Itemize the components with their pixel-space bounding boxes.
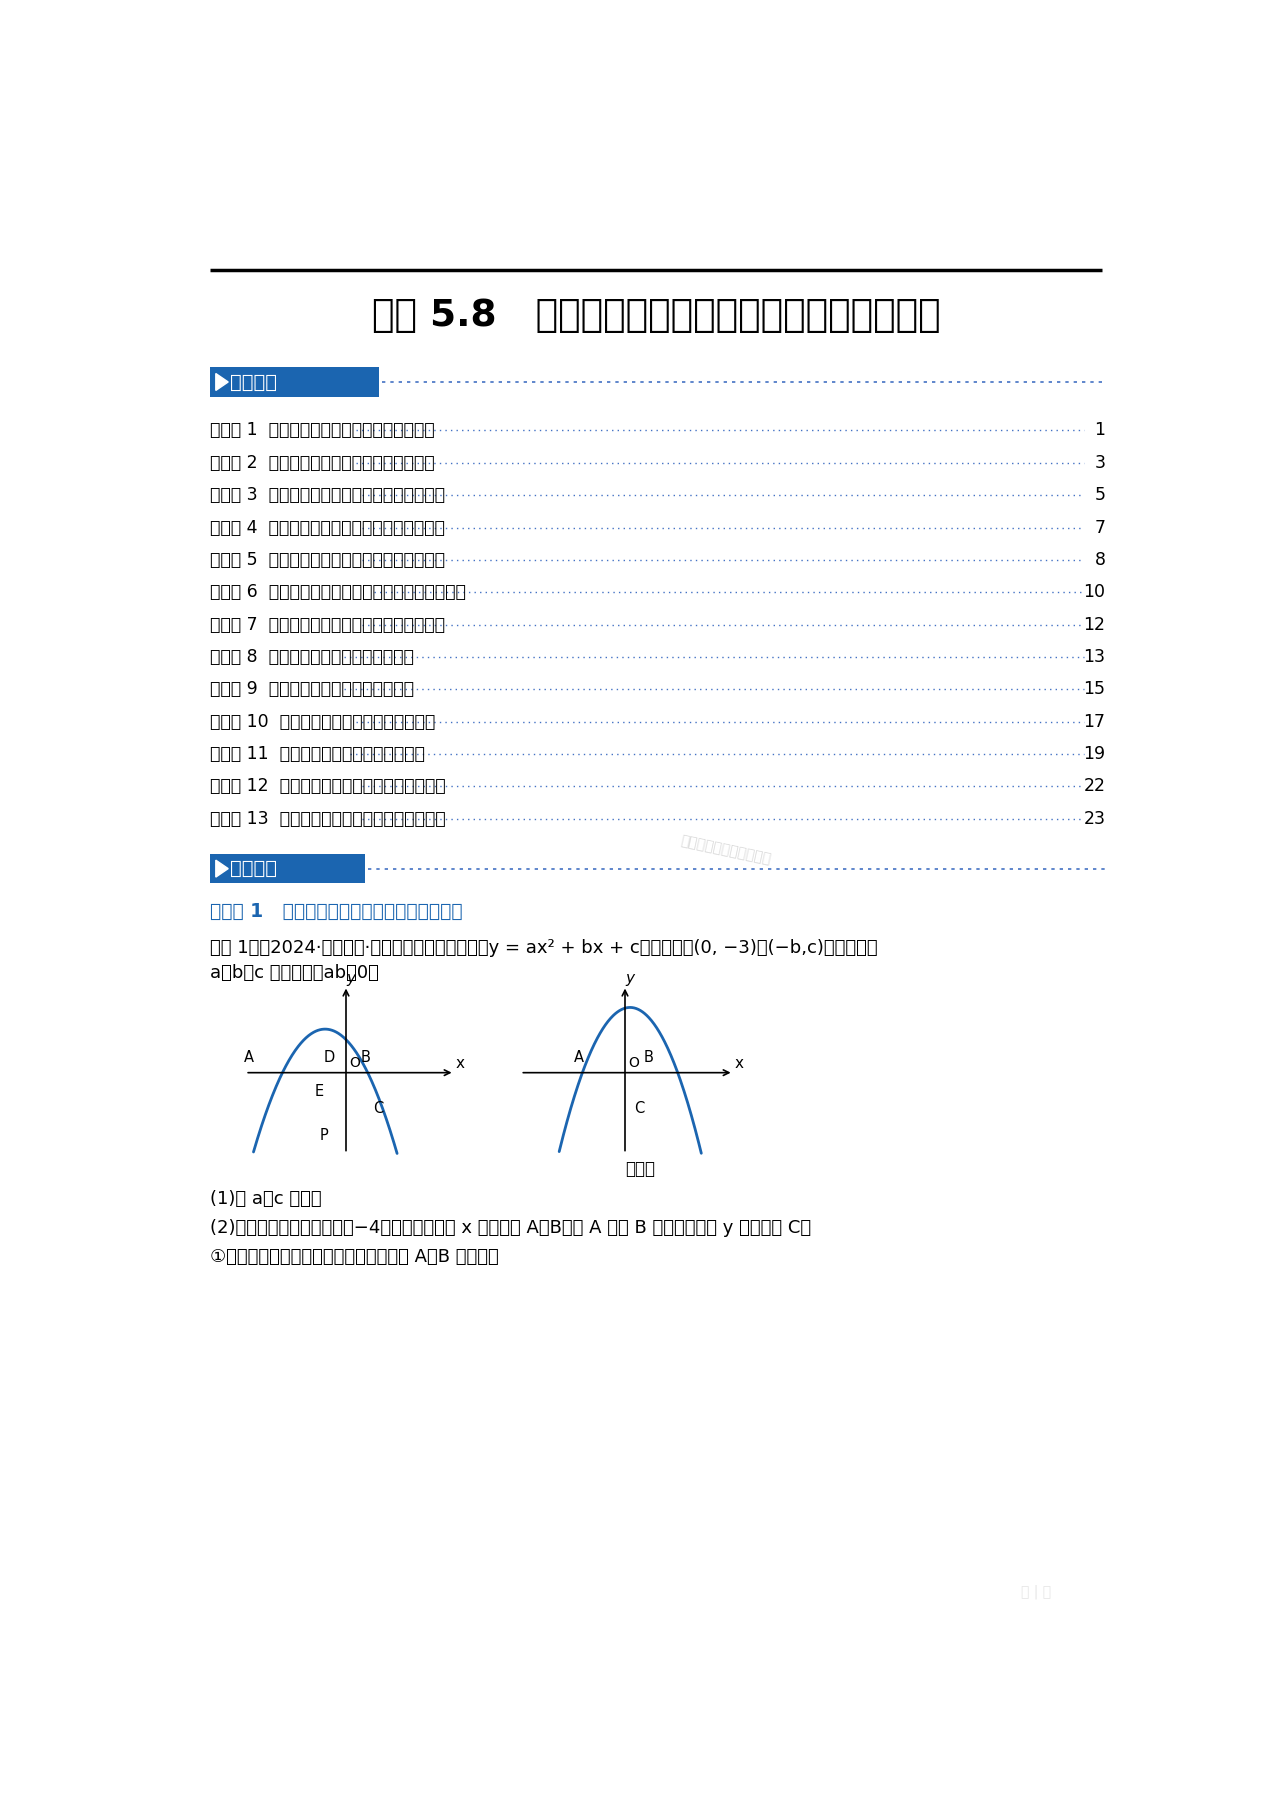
Text: O: O bbox=[349, 1055, 360, 1070]
Text: 【题型 2  二次函数中周长最值的存在性问题】: 【题型 2 二次函数中周长最值的存在性问题】 bbox=[210, 454, 435, 472]
Text: ①求该二次函数的解析式，并直接写出点 A，B 的坐标；: ①求该二次函数的解析式，并直接写出点 A，B 的坐标； bbox=[210, 1249, 499, 1267]
Text: y: y bbox=[625, 970, 634, 986]
Bar bbox=[210, 367, 379, 396]
Text: 13: 13 bbox=[1083, 648, 1106, 666]
Bar bbox=[210, 854, 365, 883]
Text: 【题型 3  二次函数中全等三角形的存在性问题】: 【题型 3 二次函数中全等三角形的存在性问题】 bbox=[210, 487, 445, 505]
Text: 题型梳理: 题型梳理 bbox=[229, 373, 276, 391]
Text: D: D bbox=[324, 1050, 334, 1064]
Text: 专题 5.8   二次函数中的存在性问题【十三大题型】: 专题 5.8 二次函数中的存在性问题【十三大题型】 bbox=[371, 299, 941, 333]
Text: 【例 1】（2024·山东济宁·中考真题）已知二次函数y = ax² + bx + c的图像经过(0, −3)，(−b,c)两点，其中: 【例 1】（2024·山东济宁·中考真题）已知二次函数y = ax² + bx … bbox=[210, 939, 878, 957]
Text: (1)求 a，c 的值；: (1)求 a，c 的值； bbox=[210, 1189, 323, 1207]
Text: 【题型 7  二次函数中平行四边形的存在性问题】: 【题型 7 二次函数中平行四边形的存在性问题】 bbox=[210, 615, 445, 634]
Text: B: B bbox=[644, 1050, 653, 1064]
Text: 【题型 5  二次函数中直角三角形的存在性问题】: 【题型 5 二次函数中直角三角形的存在性问题】 bbox=[210, 550, 445, 568]
Text: 【题型 1   二次函数中面积问题的存在性问题】: 【题型 1 二次函数中面积问题的存在性问题】 bbox=[210, 901, 463, 921]
Text: 【题型 9  二次函数中菱形的存在性问题】: 【题型 9 二次函数中菱形的存在性问题】 bbox=[210, 681, 415, 699]
Text: 15: 15 bbox=[1083, 681, 1106, 699]
Text: 1: 1 bbox=[1094, 422, 1106, 440]
Text: 【题型 10  二次函数中正方形的存在性问题】: 【题型 10 二次函数中正方形的存在性问题】 bbox=[210, 713, 435, 731]
Text: C: C bbox=[634, 1100, 644, 1115]
Text: 5: 5 bbox=[1094, 487, 1106, 505]
Text: 17: 17 bbox=[1083, 713, 1106, 731]
Text: A: A bbox=[244, 1050, 255, 1064]
Text: O: O bbox=[628, 1055, 639, 1070]
Polygon shape bbox=[216, 373, 228, 391]
Text: 【题型 11  二次函数中定值的存在性问题】: 【题型 11 二次函数中定值的存在性问题】 bbox=[210, 746, 425, 762]
Text: C: C bbox=[374, 1100, 384, 1115]
Text: 10: 10 bbox=[1083, 583, 1106, 601]
Text: 【题型 8  二次函数中矩形的存在性问题】: 【题型 8 二次函数中矩形的存在性问题】 bbox=[210, 648, 415, 666]
Text: A: A bbox=[573, 1050, 584, 1064]
Text: 8: 8 bbox=[1094, 550, 1106, 568]
Text: 【题型 1  二次函数中面积问题的存在性问题】: 【题型 1 二次函数中面积问题的存在性问题】 bbox=[210, 422, 435, 440]
Text: P: P bbox=[320, 1128, 329, 1144]
Text: 22: 22 bbox=[1083, 776, 1106, 795]
Text: 【题型 12  二次函数中角度问题的存在性问题】: 【题型 12 二次函数中角度问题的存在性问题】 bbox=[210, 776, 445, 795]
Text: E: E bbox=[315, 1084, 324, 1099]
Text: x: x bbox=[735, 1055, 744, 1072]
Text: 举一反三: 举一反三 bbox=[229, 860, 276, 878]
Text: 23: 23 bbox=[1083, 809, 1106, 827]
Polygon shape bbox=[216, 860, 228, 878]
Text: x: x bbox=[456, 1055, 465, 1072]
Text: 【题型 13  二次函数中线段问题的存在性问题】: 【题型 13 二次函数中线段问题的存在性问题】 bbox=[210, 809, 445, 827]
Text: 3: 3 bbox=[1094, 454, 1106, 472]
Text: 19: 19 bbox=[1083, 746, 1106, 762]
Text: 公众号：初高数学资料库: 公众号：初高数学资料库 bbox=[680, 834, 772, 867]
Text: 【题型 4  二次函数中等腰三角形的存在性问题】: 【题型 4 二次函数中等腰三角形的存在性问题】 bbox=[210, 518, 445, 536]
Text: 7: 7 bbox=[1094, 518, 1106, 536]
Text: B: B bbox=[361, 1050, 370, 1064]
Text: 备用图: 备用图 bbox=[626, 1160, 655, 1178]
Text: 12: 12 bbox=[1083, 615, 1106, 634]
Text: a，b，c 为常数，且ab＞0。: a，b，c 为常数，且ab＞0。 bbox=[210, 965, 379, 983]
Text: 川 | 三: 川 | 三 bbox=[1020, 1584, 1051, 1598]
Text: y: y bbox=[346, 970, 355, 986]
Text: 【题型 6  二次函数中等腰直角三角形的存在性问题】: 【题型 6 二次函数中等腰直角三角形的存在性问题】 bbox=[210, 583, 466, 601]
Text: (2)若该二次函数的最小值是−4，且它的图像与 x 轴交于点 A，B（点 A 在点 B 的左侧），与 y 轴交于点 C。: (2)若该二次函数的最小值是−4，且它的图像与 x 轴交于点 A，B（点 A 在… bbox=[210, 1220, 812, 1238]
